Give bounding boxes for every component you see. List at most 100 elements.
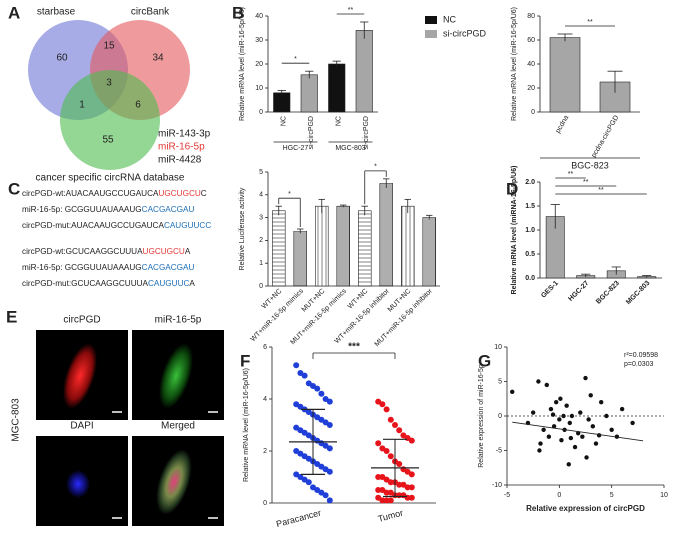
y-tick-label: 1	[259, 260, 263, 267]
data-point	[318, 390, 325, 397]
sequence-segment: CACGACGAU	[142, 205, 195, 214]
sequence-segment: A	[189, 279, 195, 288]
data-point	[383, 448, 390, 454]
bar	[422, 217, 436, 287]
data-point	[586, 417, 591, 422]
data-point	[379, 497, 386, 504]
data-point	[301, 372, 308, 379]
data-point	[550, 412, 556, 417]
data-point	[546, 434, 552, 439]
y-tick-label: 10	[255, 85, 263, 92]
y-tick-label: 0	[259, 109, 263, 116]
y-tick-label: 3	[259, 214, 263, 221]
fit-line	[512, 421, 644, 442]
y-tick-label: 2	[263, 448, 267, 455]
bar	[293, 230, 307, 287]
y-tick-label: 0	[531, 109, 535, 116]
image-label: miR-16-5p	[155, 315, 202, 326]
y-tick-label: 10	[494, 344, 502, 351]
venn-count: 1	[79, 100, 85, 111]
data-point	[408, 484, 415, 491]
y-tick-label: 1.5	[525, 203, 535, 210]
cell	[156, 449, 192, 515]
bar	[355, 30, 373, 113]
sequence-segment: circPGD-wt:GCUCAAGGCUUUA	[22, 247, 143, 256]
y-tick-label: 1.0	[525, 227, 535, 234]
significance-label: *	[288, 191, 291, 198]
x-tick-label: GES-1	[540, 280, 560, 300]
data-point	[326, 445, 333, 452]
y-tick-label: 6	[263, 344, 267, 351]
panel-label: E	[6, 307, 17, 326]
sequence-segment: CAUGUUC	[148, 279, 189, 288]
y-tick-label: -10	[492, 482, 502, 489]
set-label: cancer specific circRNA database	[36, 173, 185, 184]
significance-label: *	[374, 164, 377, 171]
x-tick-label: si-circPGD	[308, 116, 315, 149]
significance-label: **	[348, 7, 354, 14]
y-tick-label: 0.0	[525, 275, 535, 282]
y-axis-label: Relative mRNA level (miR-16-5p/U6)	[239, 7, 246, 121]
venn-count: 3	[106, 78, 112, 89]
data-point	[537, 448, 542, 453]
image-label: circPGD	[63, 315, 100, 326]
bar	[336, 205, 350, 287]
data-point	[569, 413, 575, 419]
x-tick-label: 5	[610, 492, 614, 499]
panel-label: G	[478, 351, 491, 370]
sequence-segment: circPGD-mut:AUACAAUGCCUGAUCA	[22, 221, 164, 230]
venn-circle	[60, 70, 160, 170]
annotation: p=0.0303	[624, 361, 653, 368]
legend-swatch	[425, 30, 437, 38]
data-point	[404, 484, 411, 491]
data-point	[396, 461, 403, 467]
y-tick-label: 20	[527, 85, 535, 92]
data-point	[558, 396, 563, 401]
data-point	[536, 379, 541, 384]
x-tick-label: 0	[557, 492, 561, 499]
cell	[63, 343, 97, 409]
data-point	[396, 481, 403, 488]
data-point	[578, 410, 583, 415]
data-point	[293, 362, 300, 369]
sequence-segment: CAUGUUCC	[164, 221, 211, 230]
significance-label: **	[598, 187, 604, 194]
legend-label: NC	[443, 14, 456, 24]
significance-label: **	[587, 19, 593, 26]
sequence: miR-16-5p: GCGGUUAUAAAUGCACGACGAU	[22, 263, 195, 272]
significance-label: **	[583, 179, 589, 186]
data-point	[551, 424, 557, 429]
sequence: circPGD-mut:GCUCAAGGCUUUACAUGUUCA	[22, 279, 195, 288]
data-point	[396, 427, 403, 434]
data-point	[314, 385, 321, 392]
y-tick-label: 40	[255, 13, 263, 20]
venn-count: 60	[56, 53, 68, 64]
data-point	[387, 453, 394, 460]
data-point	[596, 433, 602, 438]
mirna: miR-16-5p	[158, 142, 205, 153]
x-tick-label: BGC-823	[595, 280, 621, 306]
x-tick-label: pcdna	[555, 114, 571, 134]
data-point	[387, 416, 394, 423]
x-tick-label: Tumor	[377, 508, 404, 524]
y-tick-label: 5	[259, 169, 263, 176]
data-point	[326, 497, 333, 504]
sequence: miR-16-5p: GCGGUUAUAAAUGCACGACGAU	[22, 205, 195, 214]
data-point	[530, 410, 536, 415]
x-tick-label: MGC-803	[625, 280, 651, 306]
data-point	[567, 420, 572, 426]
data-point	[559, 437, 564, 443]
data-point	[326, 398, 333, 405]
mirna: miR-143-3p	[158, 129, 211, 140]
y-tick-label: 2	[259, 237, 263, 244]
bar	[328, 63, 346, 113]
panel-label: D	[506, 179, 518, 198]
data-point	[510, 389, 515, 395]
group-label: BGC-823	[571, 160, 609, 170]
image-label: DAPI	[70, 421, 93, 432]
data-point	[557, 417, 562, 422]
data-point	[387, 497, 394, 504]
significance-label: *	[294, 56, 297, 63]
x-tick-label: 10	[660, 492, 668, 499]
data-point	[572, 444, 578, 450]
